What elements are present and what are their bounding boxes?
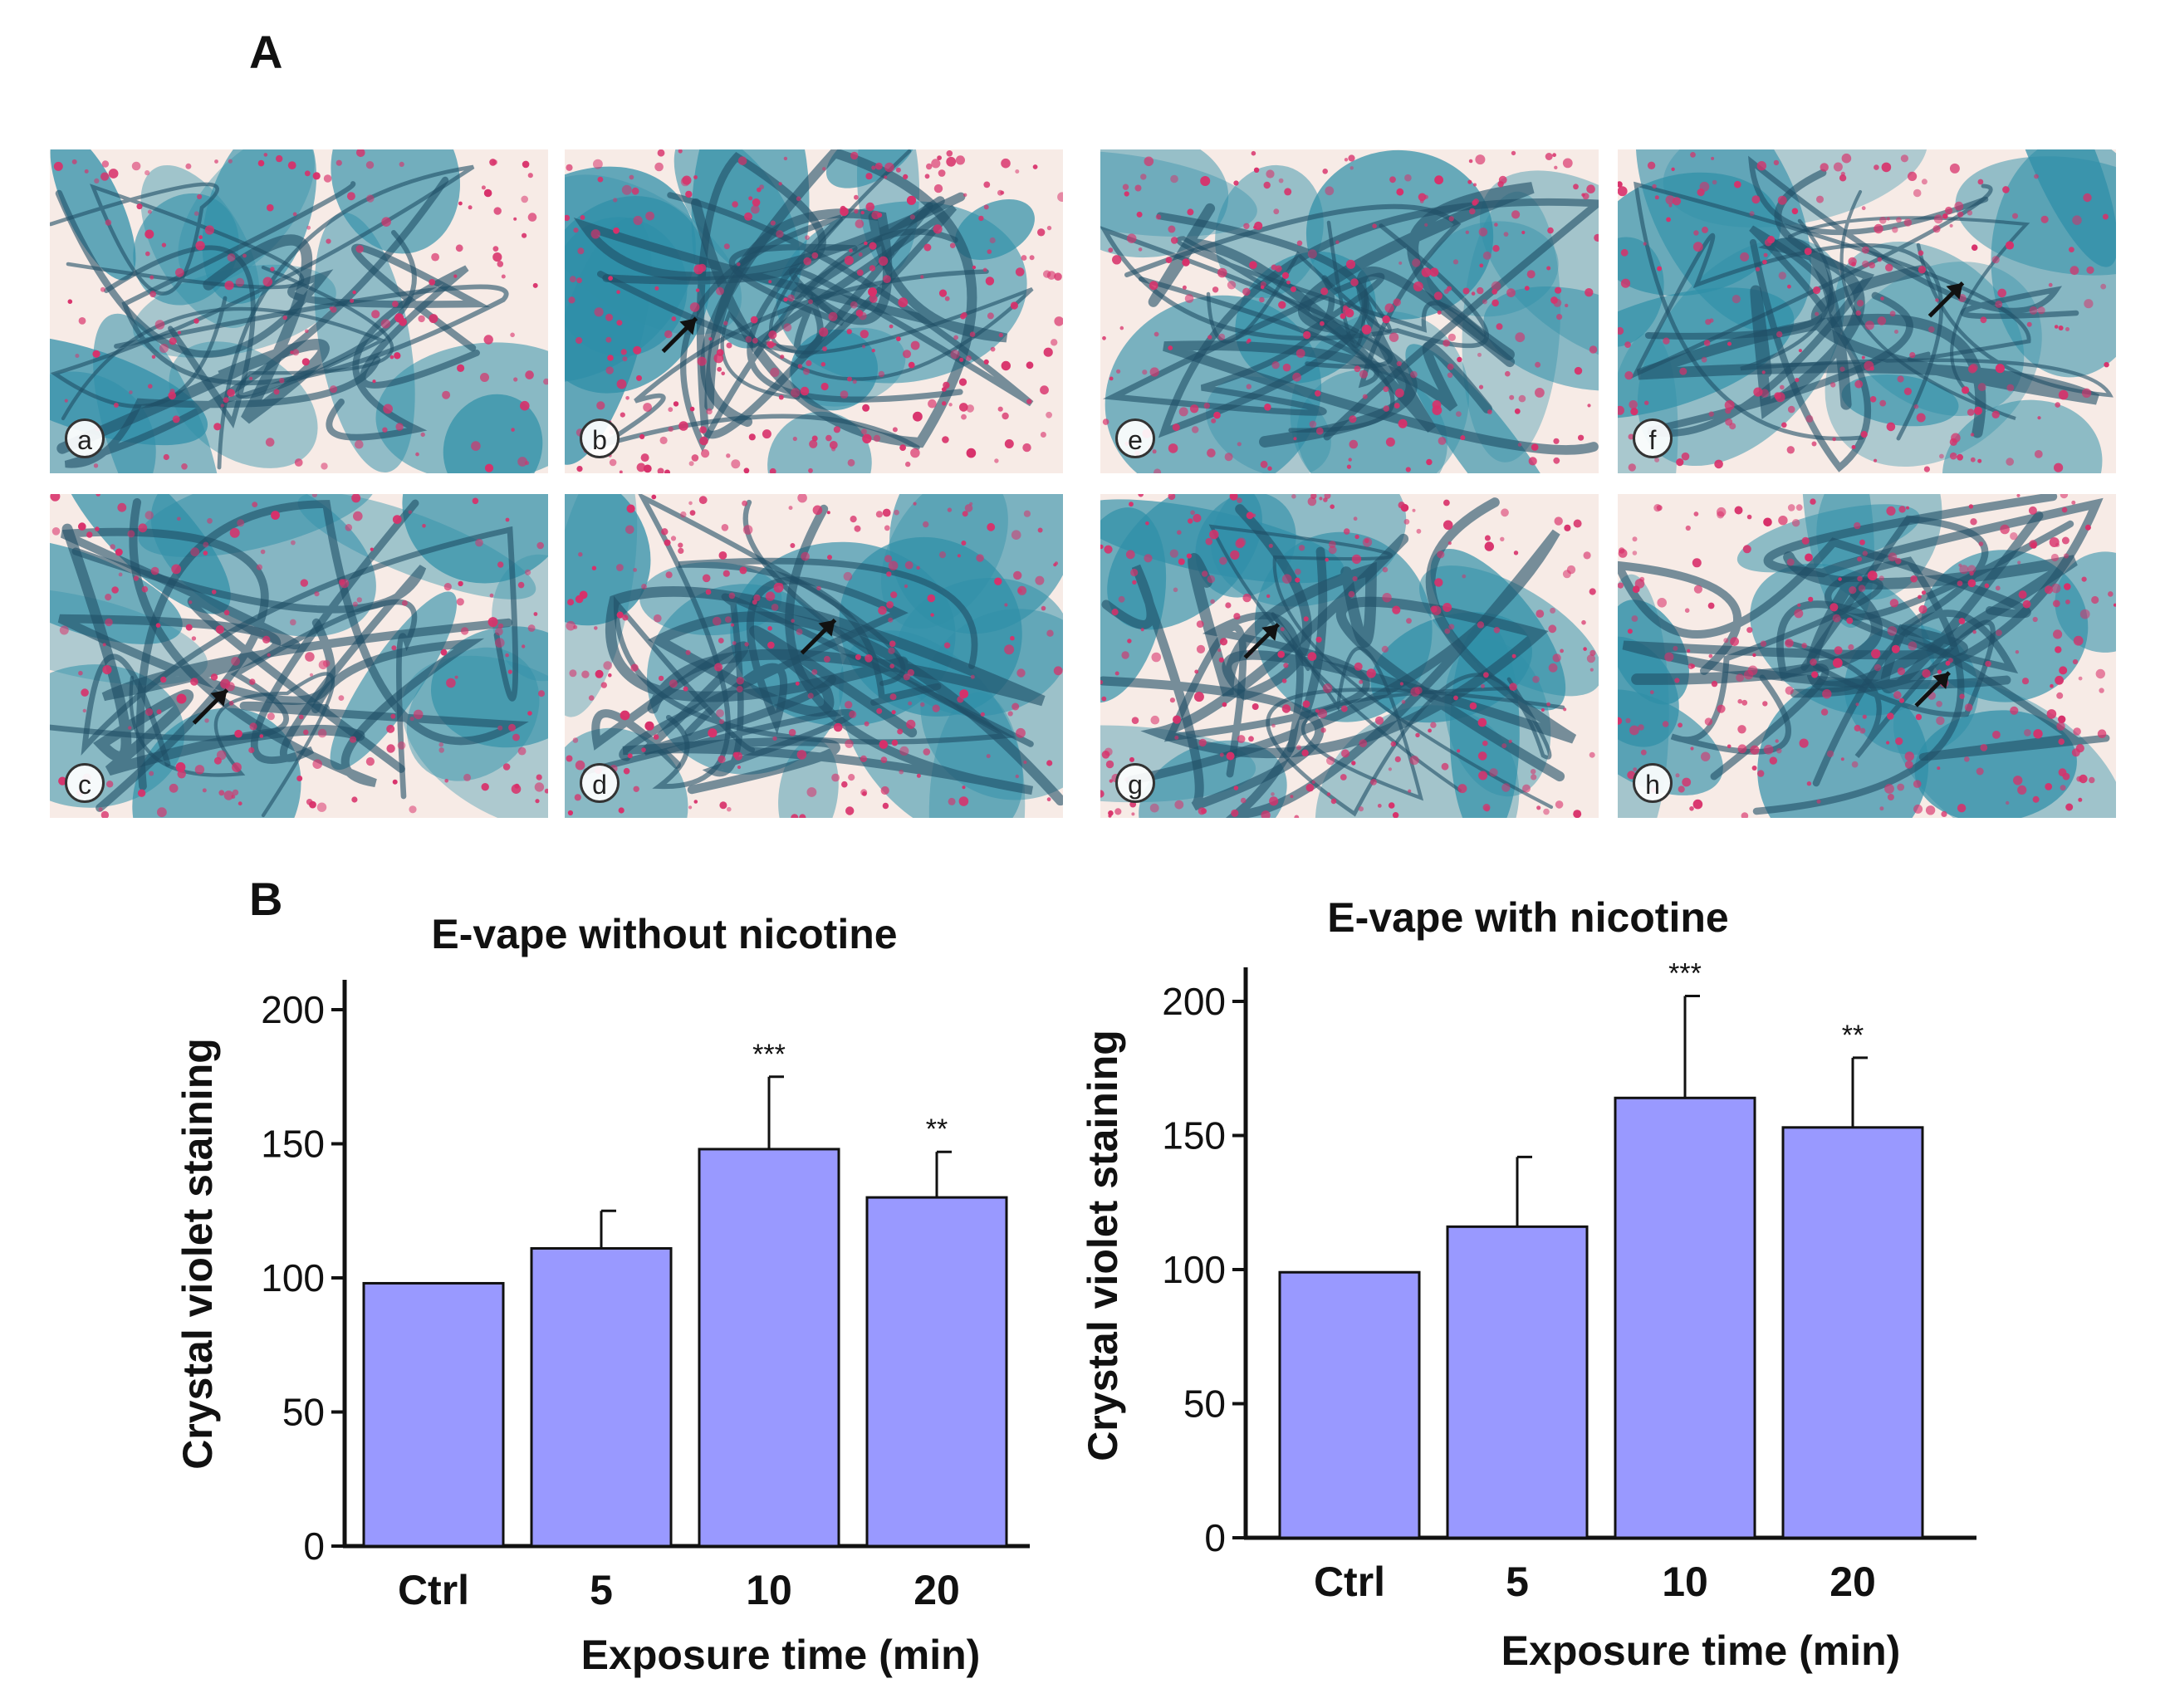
arrow-icon	[661, 316, 698, 354]
y-tick-label: 50	[1183, 1383, 1226, 1426]
micrograph-label-b: b	[580, 418, 620, 458]
y-tick-label: 200	[261, 988, 325, 1031]
y-tick-label: 150	[1162, 1114, 1226, 1157]
chart-title: E-vape with nicotine	[1327, 894, 1728, 941]
micrograph-label-c: c	[65, 763, 105, 803]
micrograph-e: e	[1100, 149, 1599, 473]
micrograph-b: b	[565, 149, 1063, 473]
bar-5	[530, 1246, 673, 1548]
micrograph-f: f	[1618, 149, 2116, 473]
x-tick-label: 5	[590, 1567, 613, 1613]
y-tick-label: 50	[282, 1391, 325, 1434]
y-tick-label: 0	[1204, 1516, 1226, 1559]
x-tick-label: 20	[1829, 1559, 1876, 1605]
x-tick-label: Ctrl	[1314, 1559, 1385, 1605]
micrograph-label-g: g	[1115, 763, 1155, 803]
micrograph-label-d: d	[580, 763, 620, 803]
bar-Ctrl	[1278, 1270, 1421, 1539]
micrograph-c: c	[50, 494, 548, 818]
bar-20	[865, 1196, 1008, 1548]
panel-label-a: A	[249, 26, 283, 78]
x-tick-label: 20	[914, 1567, 960, 1613]
arrow-icon	[1914, 671, 1951, 707]
y-tick-label: 200	[1162, 980, 1226, 1023]
micrograph-label-f: f	[1633, 418, 1673, 458]
y-tick-label: 100	[1162, 1248, 1226, 1291]
x-tick-label: 10	[746, 1567, 792, 1613]
bar-10	[698, 1148, 840, 1548]
micrograph-a: a	[50, 149, 548, 473]
micrograph-d: d	[565, 494, 1063, 818]
x-tick-label: 10	[1662, 1559, 1708, 1605]
bar-20	[1781, 1126, 1924, 1539]
micrograph-label-a: a	[65, 418, 105, 458]
bar-Ctrl	[362, 1281, 505, 1548]
x-tick-label: Ctrl	[398, 1567, 469, 1613]
micrograph-label-e: e	[1115, 418, 1155, 458]
significance-marker: ***	[1668, 958, 1702, 990]
micrograph-h: h	[1618, 494, 2116, 818]
arrow-icon	[192, 688, 229, 725]
x-tick-label: 5	[1506, 1559, 1529, 1605]
y-tick-label: 100	[261, 1256, 325, 1299]
micrograph-g: g	[1100, 494, 1599, 818]
panel-label-b: B	[249, 873, 283, 925]
x-axis-label: Exposure time (min)	[581, 1632, 981, 1678]
y-axis-label: Crystal violet staining	[1080, 1030, 1126, 1461]
bar-10	[1614, 1096, 1756, 1539]
arrow-icon	[1243, 623, 1281, 659]
micrograph-label-h: h	[1633, 763, 1673, 803]
significance-marker: **	[1842, 1020, 1864, 1051]
arrow-icon	[800, 618, 837, 655]
y-tick-label: 150	[261, 1123, 325, 1166]
x-axis-label: Exposure time (min)	[1501, 1627, 1901, 1674]
y-tick-label: 0	[303, 1524, 325, 1568]
chart-1: E-vape without nicotine 0 50 100 150 200 Ctrl 5…	[174, 911, 1030, 1678]
chart-title: E-vape without nicotine	[431, 911, 897, 957]
bar-5	[1446, 1225, 1589, 1539]
y-axis-label: Crystal violet staining	[174, 1038, 221, 1470]
significance-marker: **	[926, 1113, 948, 1145]
significance-marker: ***	[752, 1039, 786, 1070]
arrow-icon	[1927, 281, 1965, 318]
